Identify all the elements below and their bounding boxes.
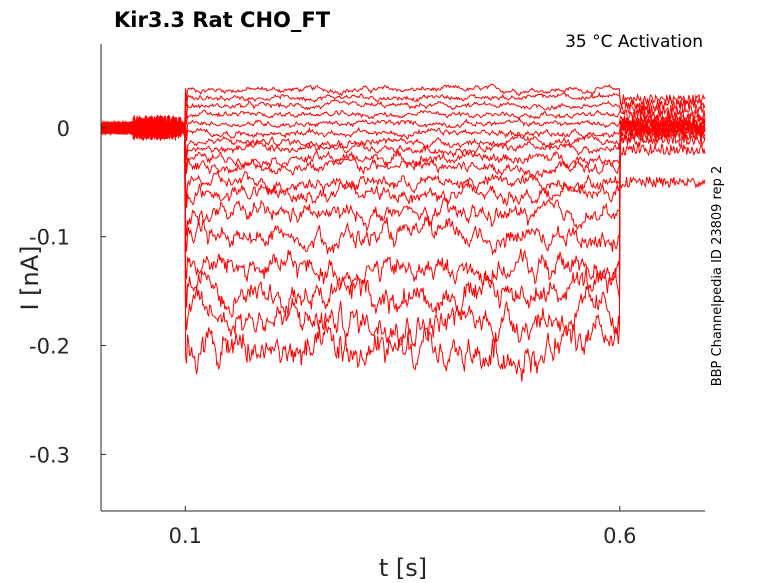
current-trace (100, 117, 706, 322)
current-trace (100, 115, 706, 288)
current-trace (100, 112, 706, 140)
current-trace (100, 115, 706, 257)
y-axis-label: I [nA] (16, 245, 44, 310)
side-label: BBP Channelpedia ID 23809 rep 2 (710, 166, 725, 387)
y-ticks: 0 -0.1 -0.2 -0.3 (29, 117, 106, 467)
current-trace (100, 117, 706, 208)
current-trace (100, 118, 706, 180)
current-trace (100, 115, 706, 201)
chart-title: Kir3.3 Rat CHO_FT (114, 8, 331, 32)
current-trace (100, 116, 706, 160)
current-trace (100, 115, 706, 142)
x-ticks: 0.1 0.6 (169, 506, 637, 548)
y-tick-label: -0.3 (29, 443, 70, 467)
traces (100, 83, 706, 382)
x-axis-label: t [s] (379, 554, 427, 582)
y-tick-label: -0.1 (29, 226, 70, 250)
y-tick-label: -0.2 (29, 335, 70, 359)
current-trace (100, 115, 706, 382)
current-trace (100, 115, 706, 352)
current-trace (100, 83, 706, 141)
x-tick-label: 0.1 (169, 524, 202, 548)
y-tick-label: 0 (57, 117, 70, 141)
chart-subtitle: 35 °C Activation (565, 32, 703, 52)
current-trace (100, 99, 706, 141)
current-trace (100, 109, 706, 139)
current-trace (100, 117, 706, 171)
current-trace (100, 91, 706, 138)
current-trace (100, 115, 706, 158)
x-tick-label: 0.6 (603, 524, 636, 548)
current-trace (100, 115, 706, 237)
